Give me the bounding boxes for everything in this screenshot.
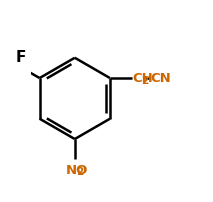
Text: 2: 2: [76, 166, 83, 176]
Text: 2: 2: [142, 76, 149, 85]
Text: NO: NO: [66, 163, 89, 176]
Text: F: F: [16, 50, 26, 65]
Text: CH: CH: [132, 72, 153, 84]
Text: CN: CN: [150, 72, 171, 84]
